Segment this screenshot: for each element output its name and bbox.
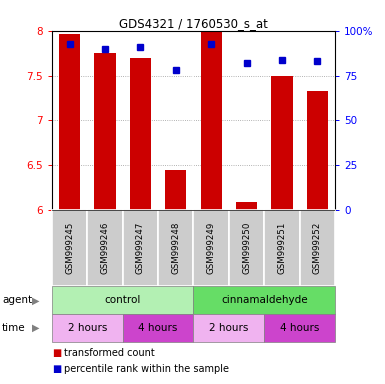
Bar <box>236 202 257 210</box>
Text: percentile rank within the sample: percentile rank within the sample <box>64 364 229 374</box>
Text: GSM999247: GSM999247 <box>136 222 145 274</box>
Text: GSM999252: GSM999252 <box>313 222 322 274</box>
Text: GSM999248: GSM999248 <box>171 222 180 274</box>
Bar <box>165 170 186 210</box>
Text: 4 hours: 4 hours <box>280 323 319 333</box>
Text: time: time <box>2 323 25 333</box>
Bar <box>87 210 123 286</box>
Text: 4 hours: 4 hours <box>138 323 178 333</box>
Bar <box>300 210 335 286</box>
Text: 2 hours: 2 hours <box>209 323 249 333</box>
Text: GSM999246: GSM999246 <box>100 222 110 274</box>
Bar <box>123 314 193 342</box>
Text: control: control <box>105 295 141 305</box>
Bar <box>264 210 300 286</box>
Text: ▶: ▶ <box>32 295 39 305</box>
Bar <box>193 286 335 314</box>
Bar <box>201 31 222 210</box>
Bar <box>193 210 229 286</box>
Text: ■: ■ <box>52 364 61 374</box>
Text: 2 hours: 2 hours <box>68 323 107 333</box>
Bar <box>59 34 80 210</box>
Bar <box>193 314 264 342</box>
Title: GDS4321 / 1760530_s_at: GDS4321 / 1760530_s_at <box>119 17 268 30</box>
Bar <box>123 210 158 286</box>
Text: ▶: ▶ <box>32 323 39 333</box>
Bar <box>52 210 87 286</box>
Text: GSM999250: GSM999250 <box>242 222 251 274</box>
Bar <box>52 314 123 342</box>
Text: agent: agent <box>2 295 32 305</box>
Text: GSM999245: GSM999245 <box>65 222 74 274</box>
Bar <box>306 91 328 210</box>
Text: transformed count: transformed count <box>64 348 154 358</box>
Bar <box>52 286 193 314</box>
Bar <box>130 58 151 210</box>
Text: cinnamaldehyde: cinnamaldehyde <box>221 295 308 305</box>
Text: GSM999249: GSM999249 <box>207 222 216 274</box>
Text: ■: ■ <box>52 348 61 358</box>
Bar <box>94 53 116 210</box>
Text: GSM999251: GSM999251 <box>277 222 286 274</box>
Bar <box>229 210 264 286</box>
Bar <box>271 76 293 210</box>
Bar <box>158 210 193 286</box>
Bar <box>264 314 335 342</box>
